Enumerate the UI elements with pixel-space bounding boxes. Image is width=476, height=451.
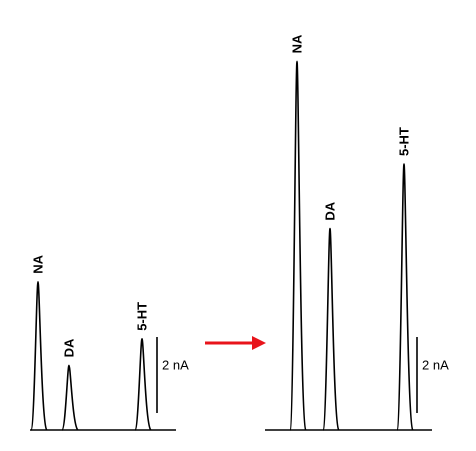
- peak-label: NA: [289, 34, 304, 53]
- scale-bar-label: 2 nA: [422, 357, 449, 372]
- peak: [30, 280, 48, 431]
- arrow-head: [252, 336, 266, 350]
- scale-bar-label: 2 nA: [162, 357, 189, 372]
- peak: [134, 337, 152, 431]
- peak-label: 5-HT: [134, 302, 149, 331]
- peak: [61, 364, 79, 431]
- peak-label: DA: [61, 338, 76, 357]
- peak: [289, 60, 307, 431]
- peak-label: 5-HT: [396, 127, 411, 156]
- peak: [322, 227, 340, 431]
- peak-label: DA: [322, 201, 337, 220]
- peak-label: NA: [30, 254, 45, 273]
- peak: [396, 163, 414, 431]
